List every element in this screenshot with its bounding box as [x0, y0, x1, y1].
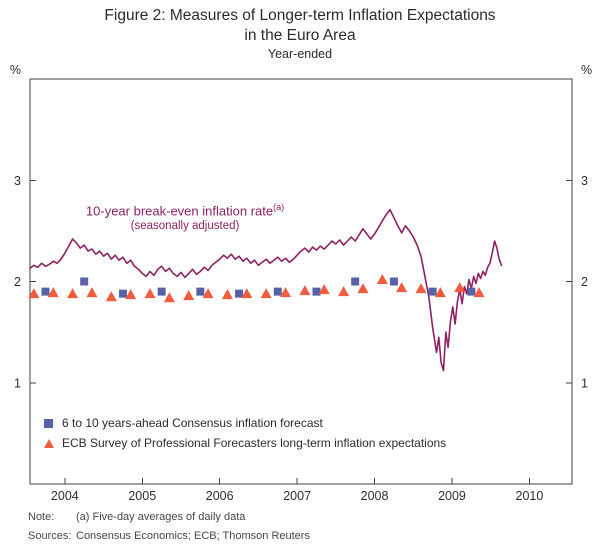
x-tick-label: 2009: [438, 489, 466, 503]
y-tick-label-left: 2: [14, 275, 21, 289]
spf-expectations-marker: [318, 284, 330, 295]
spf-expectations-marker: [357, 283, 369, 294]
y-tick-label-right: 2: [581, 275, 588, 289]
y-tick-label-left: 3: [14, 174, 21, 188]
spf-expectations-marker: [299, 285, 311, 296]
consensus-forecast-marker: [273, 287, 282, 296]
spf-expectations-marker: [202, 288, 214, 299]
consensus-forecast-marker: [235, 289, 244, 298]
legend-label-spf: ECB Survey of Professional Forecasters l…: [62, 436, 447, 450]
spf-expectations-marker: [260, 288, 272, 299]
breakeven-inflation-line: [29, 208, 503, 372]
consensus-forecast-marker: [118, 289, 127, 298]
y-axis-unit-left: %: [10, 63, 21, 77]
spf-expectations-marker: [221, 289, 233, 300]
plot-frame: [29, 78, 573, 485]
spf-expectations-marker: [376, 273, 388, 284]
legend-item-consensus: 6 to 10 years-ahead Consensus inflation …: [44, 413, 446, 433]
consensus-forecast-marker: [41, 287, 50, 296]
consensus-forecast-marker: [389, 277, 398, 286]
spf-expectations-marker: [86, 287, 98, 298]
square-marker-icon: [44, 418, 53, 428]
x-tick-label: 2004: [51, 489, 79, 503]
x-tick-label: 2010: [516, 489, 544, 503]
note-text: (a) Five-day averages of daily data: [76, 511, 246, 523]
spf-expectations-marker: [125, 289, 137, 300]
chart-header: Figure 2: Measures of Longer-term Inflat…: [0, 0, 600, 63]
chart-title: Figure 2: Measures of Longer-term Inflat…: [104, 7, 496, 24]
triangle-marker-icon: [44, 438, 54, 448]
spf-expectations-marker: [454, 282, 466, 293]
x-tick-label: 2008: [361, 489, 389, 503]
consensus-forecast-marker: [428, 287, 437, 296]
legend: 6 to 10 years-ahead Consensus inflation …: [44, 413, 446, 453]
x-tick-label: 2007: [283, 489, 311, 503]
y-tick-label-right: 1: [581, 376, 588, 390]
note-row: Note: (a) Five-day averages of daily dat…: [28, 511, 600, 523]
note-label: Note:: [28, 511, 55, 523]
spf-expectations-marker: [338, 286, 350, 297]
y-tick-label-right: 3: [581, 174, 588, 188]
spf-expectations-marker: [415, 283, 427, 294]
chart-frequency-label: Year-ended: [267, 47, 333, 61]
x-tick-label: 2005: [128, 489, 156, 503]
spf-expectations-marker: [105, 291, 117, 302]
sources-row: Sources: Consensus Economics; ECB; Thoms…: [28, 530, 600, 542]
spf-expectations-marker: [473, 287, 485, 298]
consensus-forecast-marker: [80, 277, 89, 286]
chart-canvas: 1 1 2 2 3 3% % 2004 2005 2006 2007 2008 2009 2010: [10, 63, 592, 503]
spf-expectations-marker: [434, 287, 446, 298]
y-tick-label-left: 1: [14, 376, 21, 390]
chart-area: 1 1 2 2 3 3%% 2004 2005 2006 2007 2008 2009 2010 10-…: [0, 63, 600, 503]
x-tick-label: 2006: [206, 489, 234, 503]
consensus-forecast-marker: [196, 287, 205, 296]
sources-text: Consensus Economics; ECB; Thomson Reuter…: [76, 530, 310, 542]
spf-expectations-marker: [47, 287, 59, 298]
legend-item-spf: ECB Survey of Professional Forecasters l…: [44, 433, 446, 453]
chart-subtitle: in the Euro Area: [244, 27, 356, 44]
y-axis-unit-right: %: [581, 63, 592, 77]
consensus-forecast-marker: [351, 277, 360, 286]
spf-expectations-marker: [241, 288, 253, 299]
spf-expectations-marker: [280, 287, 292, 298]
spf-expectations-marker: [144, 288, 156, 299]
legend-label-consensus: 6 to 10 years-ahead Consensus inflation …: [62, 416, 323, 430]
consensus-forecast-marker: [467, 287, 476, 296]
spf-expectations-marker: [163, 292, 175, 303]
consensus-forecast-marker: [157, 287, 166, 296]
chart-footnotes: Note: (a) Five-day averages of daily dat…: [0, 503, 600, 542]
spf-expectations-marker: [183, 290, 195, 301]
consensus-forecast-marker: [312, 287, 321, 296]
spf-expectations-marker: [396, 282, 408, 293]
sources-label: Sources:: [28, 530, 72, 542]
spf-expectations-marker: [67, 288, 79, 299]
spf-expectations-marker: [28, 288, 40, 299]
